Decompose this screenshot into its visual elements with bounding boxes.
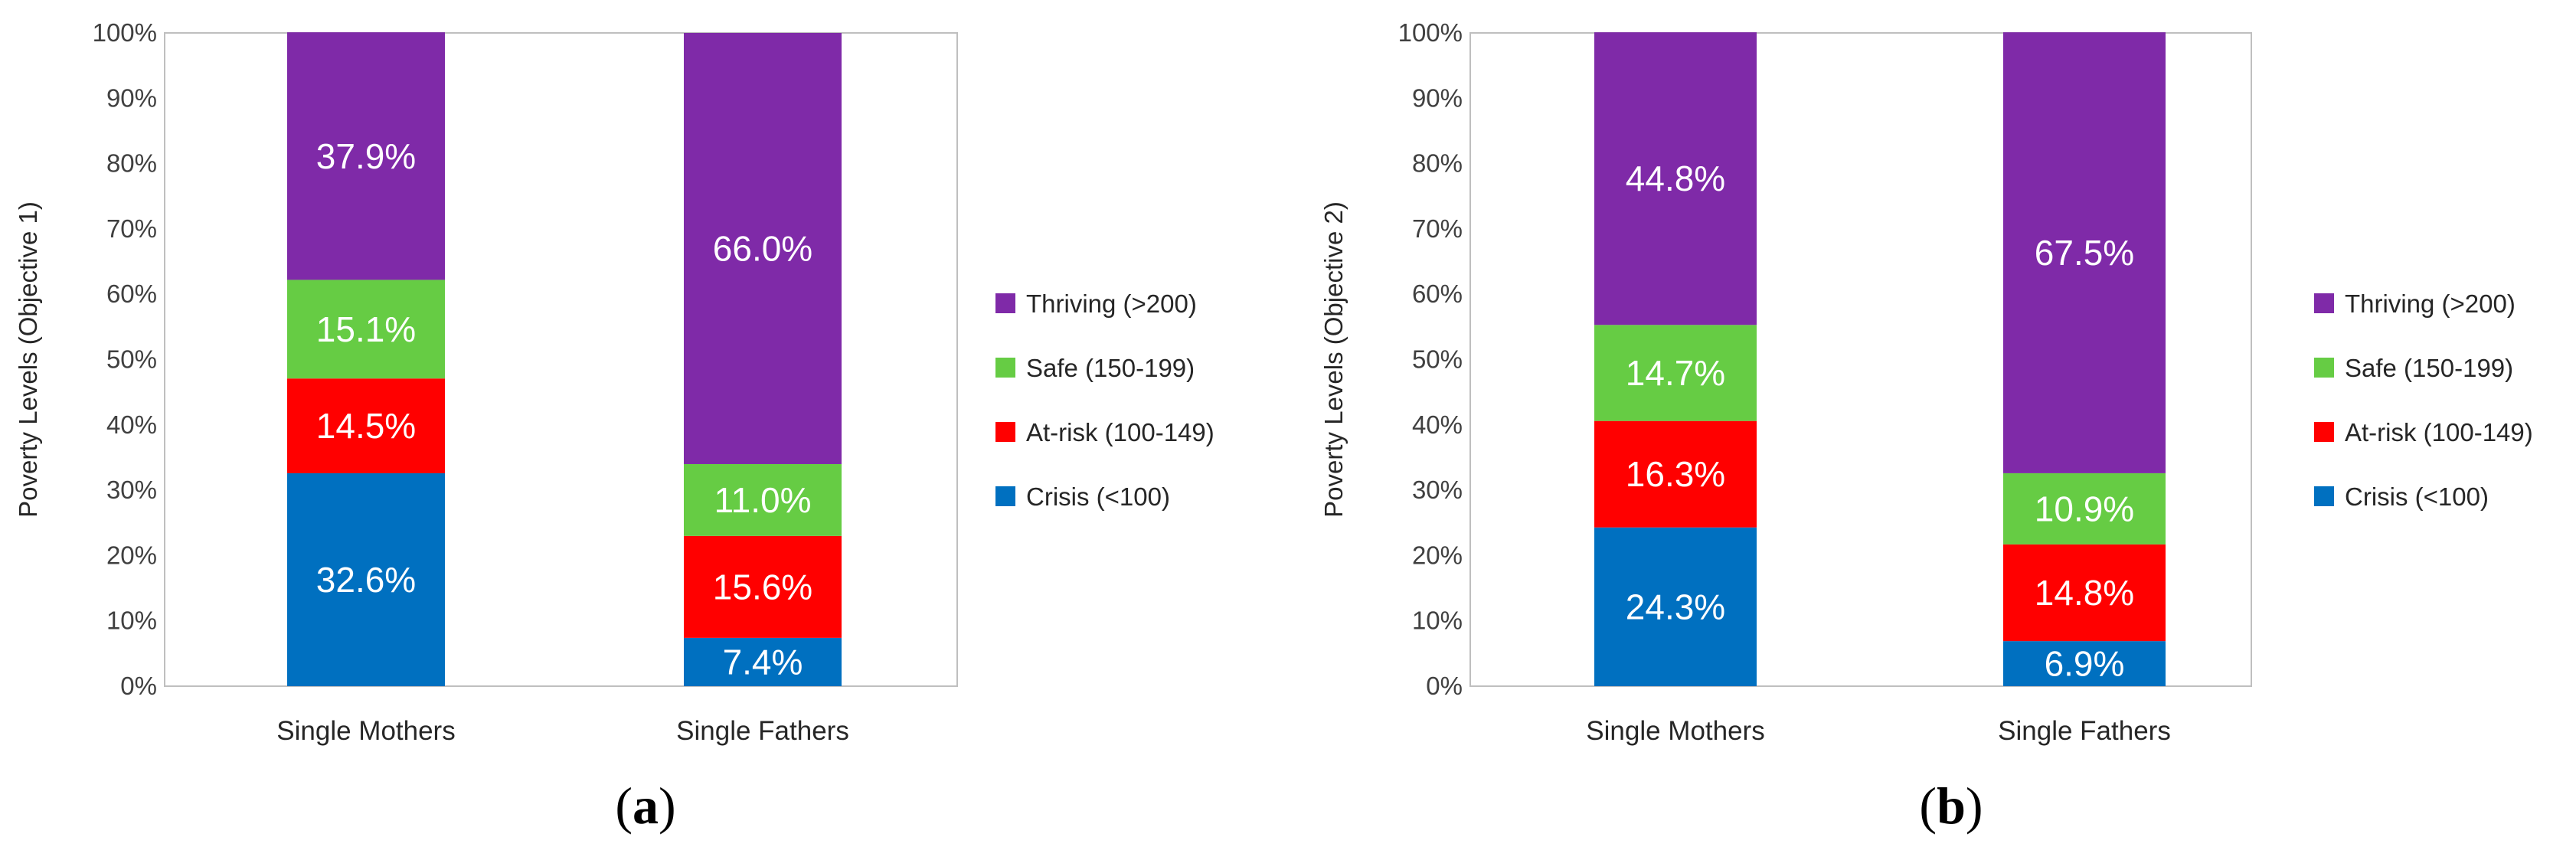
y-tick-label: 70% [106, 214, 157, 243]
bar-segment [2003, 544, 2166, 642]
bar-segment [2003, 473, 2166, 544]
y-tick-label: 20% [106, 541, 157, 569]
legend-swatch [2314, 422, 2334, 442]
chart-panel-b: 0% 10% 20% 30% 40% 50% 60% 70% 80% 90% 100% Poverty… [1319, 18, 2533, 835]
data-label: 14.7% [1626, 353, 1725, 393]
y-tick-label: 50% [1412, 345, 1463, 374]
bar-segment [684, 535, 842, 638]
x-tick-label: Single Fathers [676, 716, 849, 746]
data-label: 37.9% [316, 136, 416, 176]
data-label: 16.3% [1626, 454, 1725, 494]
chart-panel-a: 0% 10% 20% 30% 40% 50% 60% 70% 80% 90% 100% Poverty… [14, 18, 1214, 835]
data-label: 10.9% [2035, 489, 2134, 528]
y-tick-label: 100% [1398, 18, 1463, 47]
bar-segment [684, 33, 842, 464]
legend-label: Thriving (>200) [1026, 289, 1197, 318]
bar-segment [287, 32, 445, 280]
data-label: 11.0% [714, 480, 811, 520]
plot-area [164, 32, 958, 687]
data-label: 15.6% [713, 567, 812, 607]
y-tick-label: 20% [1412, 541, 1463, 569]
bar-segment [684, 637, 842, 686]
y-tick-label: 40% [106, 410, 157, 439]
y-tick-label: 0% [1426, 672, 1463, 700]
y-tick-label: 90% [1412, 83, 1463, 112]
bar-segment [287, 473, 445, 686]
data-label: 24.3% [1626, 587, 1725, 626]
x-tick-label: Single Mothers [1586, 716, 1764, 746]
data-label: 6.9% [2045, 644, 2125, 684]
panel-label: (b) [1919, 777, 1983, 835]
legend-label: At-risk (100-149) [2345, 418, 2533, 446]
y-tick-label: 10% [1412, 607, 1463, 635]
legend-label: Safe (150-199) [1026, 354, 1195, 382]
y-tick-label: 80% [1412, 149, 1463, 178]
y-tick-label: 60% [106, 280, 157, 308]
data-label: 7.4% [723, 642, 803, 682]
x-tick-label: Single Fathers [1998, 716, 2171, 746]
legend-swatch [995, 293, 1015, 313]
bar-segment [1594, 527, 1757, 686]
data-label: 44.8% [1626, 159, 1725, 198]
y-tick-label: 90% [106, 83, 157, 112]
panel-label: (a) [615, 777, 675, 835]
bar-segment [1594, 420, 1757, 528]
y-tick-label: 80% [106, 149, 157, 178]
y-tick-label: 40% [1412, 410, 1463, 439]
legend: Thriving (>200) Safe (150-199) At-risk (10… [995, 289, 1214, 511]
bar-segment [1594, 325, 1757, 421]
data-label: 14.8% [2035, 573, 2134, 613]
y-tick-label: 30% [106, 476, 157, 504]
legend-swatch [995, 358, 1015, 378]
y-tick-label: 70% [1412, 214, 1463, 243]
y-tick-label: 50% [106, 345, 157, 374]
legend-swatch [995, 422, 1015, 442]
legend-swatch [2314, 486, 2334, 506]
legend-label: Crisis (<100) [1026, 482, 1170, 511]
y-tick-label: 60% [1412, 280, 1463, 308]
data-label: 15.1% [316, 309, 416, 349]
legend-swatch [2314, 293, 2334, 313]
bar-segment [2003, 32, 2166, 473]
legend-label: Safe (150-199) [2345, 354, 2513, 382]
y-tick-label: 100% [93, 18, 157, 47]
bar-segment [2003, 641, 2166, 686]
bar-segment [287, 280, 445, 379]
bar-segment [287, 378, 445, 473]
bar-segment [1594, 32, 1757, 325]
x-tick-label: Single Mothers [276, 716, 455, 746]
data-label: 32.6% [316, 560, 416, 600]
legend-label: Crisis (<100) [2345, 482, 2489, 511]
y-axis-label: Poverty Levels (Objective 1) [14, 201, 42, 518]
y-axis-label: Poverty Levels (Objective 2) [1319, 201, 1348, 518]
legend: Thriving (>200) Safe (150-199) At-risk (10… [2314, 289, 2533, 511]
legend-label: Thriving (>200) [2345, 289, 2516, 318]
y-tick-label: 10% [106, 607, 157, 635]
legend-swatch [2314, 358, 2334, 378]
legend-label: At-risk (100-149) [1026, 418, 1214, 446]
y-tick-label: 0% [120, 672, 157, 700]
bar-segment [684, 463, 842, 536]
data-label: 66.0% [713, 228, 812, 268]
legend-swatch [995, 486, 1015, 506]
y-tick-label: 30% [1412, 476, 1463, 504]
plot-area [1469, 32, 2252, 687]
data-label: 14.5% [316, 406, 416, 446]
data-label: 67.5% [2035, 233, 2134, 273]
